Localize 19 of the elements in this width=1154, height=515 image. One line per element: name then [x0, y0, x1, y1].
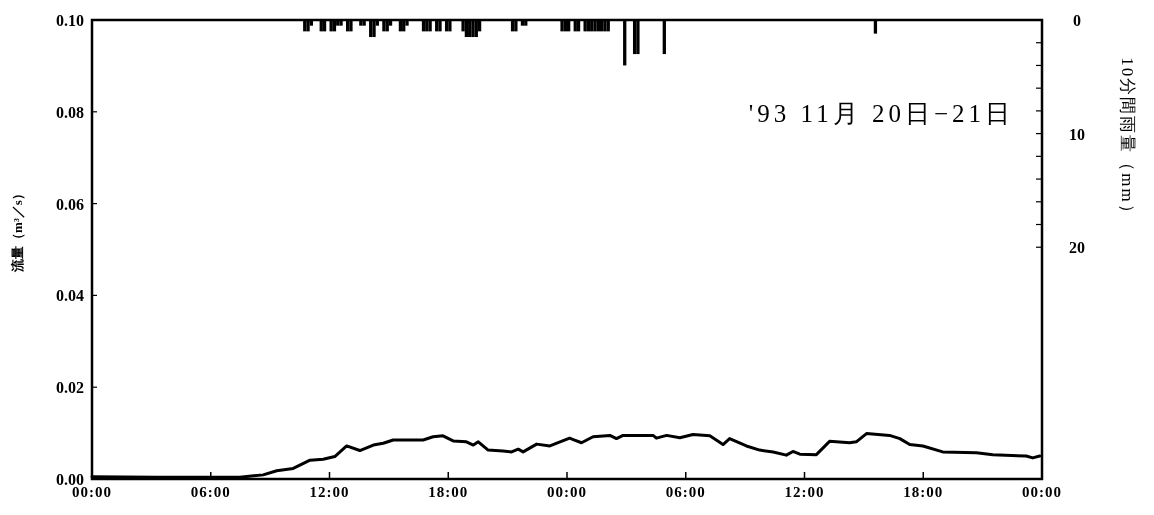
x-tick-label: 12:00	[784, 484, 825, 500]
y2-axis-title: 10分間雨量（mm）	[1118, 57, 1137, 223]
y2-tick-label: 10	[1069, 125, 1085, 143]
y2-tick-label: 0	[1073, 12, 1081, 29]
x-tick-label: 18:00	[903, 484, 944, 500]
y-tick-label: 0.10	[56, 12, 84, 29]
x-tick-label: 00:00	[547, 484, 587, 500]
annotation: '93 11月 20日−21日	[748, 100, 1014, 127]
x-tick-label: 00:00	[1022, 484, 1062, 500]
y-tick-label: 0.06	[56, 195, 84, 213]
y-axis-title: 流量（m³／s）	[10, 187, 25, 273]
x-tick-label: 18:00	[428, 484, 469, 500]
y2-tick-label: 20	[1069, 239, 1085, 257]
y-tick-label: 0.04	[56, 287, 84, 305]
y-tick-label: 0.08	[56, 103, 84, 121]
x-tick-label: 12:00	[309, 484, 350, 500]
y-tick-label: 0.02	[56, 379, 84, 397]
x-tick-label: 06:00	[190, 484, 231, 500]
x-tick-label: 06:00	[665, 484, 706, 500]
